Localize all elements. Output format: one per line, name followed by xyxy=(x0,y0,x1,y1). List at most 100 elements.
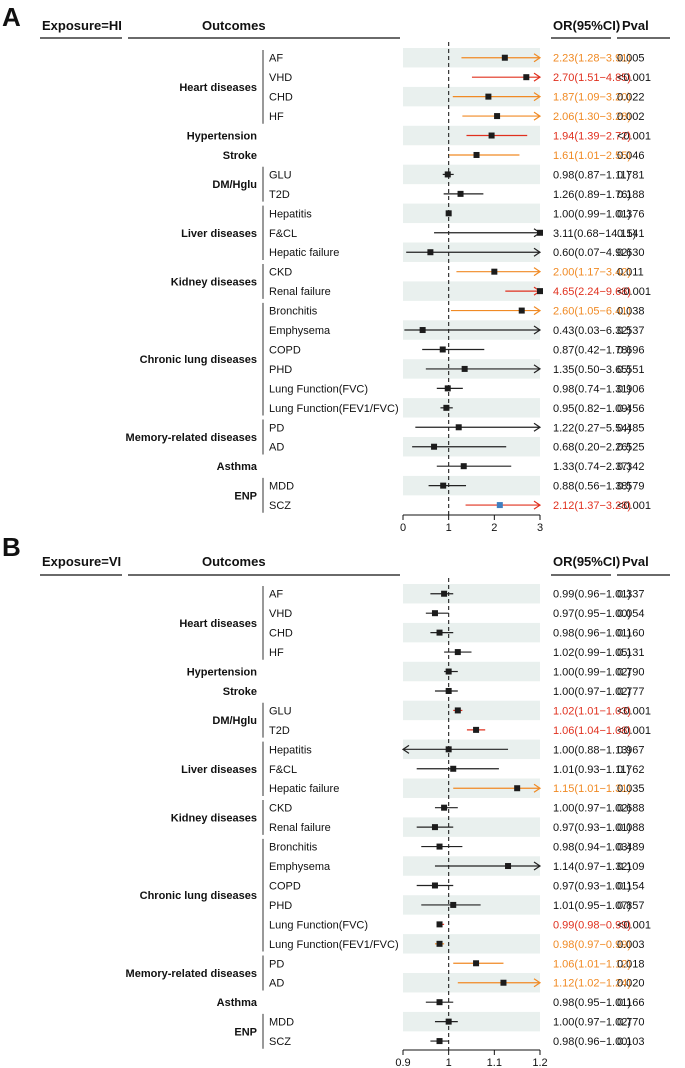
or-ci-value: 0.98(0.95−1.01) xyxy=(553,997,631,1009)
point-estimate xyxy=(501,54,508,61)
outcome-label: CHD xyxy=(269,92,293,104)
x-axis-tick-label: 2 xyxy=(491,522,497,534)
pval-value: 0.579 xyxy=(617,481,645,493)
or-ci-value: 0.43(0.03−6.32) xyxy=(553,325,631,337)
group-label: Memory-related diseases xyxy=(126,432,257,444)
or-ci-value: 1.00(0.97−1.02) xyxy=(553,686,631,698)
point-estimate xyxy=(500,979,507,986)
point-estimate xyxy=(436,1038,443,1045)
pval-value: 0.035 xyxy=(617,783,645,795)
or-ci-value: 0.88(0.56−1.38) xyxy=(553,481,631,493)
pval-value: 0.141 xyxy=(617,228,645,240)
pval-value: <0.001 xyxy=(617,286,651,298)
point-estimate xyxy=(518,307,525,314)
row-shading xyxy=(403,164,540,185)
pval-value: 0.537 xyxy=(617,325,645,337)
or-ci-value: 1.01(0.93−1.11) xyxy=(553,764,630,776)
point-estimate xyxy=(443,404,450,411)
or-ci-value: 1.12(1.02−1.24) xyxy=(553,978,631,990)
group-label: Kidney diseases xyxy=(171,276,257,288)
pval-value: 0.154 xyxy=(617,880,645,892)
outcome-label: AD xyxy=(269,978,284,990)
or-ci-value: 4.65(2.24−9.68) xyxy=(553,286,631,298)
panel-letter: A xyxy=(2,2,21,32)
point-estimate xyxy=(439,346,446,353)
point-estimate xyxy=(436,629,443,636)
row-shading xyxy=(403,1011,540,1032)
pval-value: 0.088 xyxy=(617,822,645,834)
group-label: DM/Hglu xyxy=(212,715,257,727)
or-ci-header: OR(95%CI) xyxy=(553,18,620,33)
group-label: Chronic lung diseases xyxy=(140,354,257,366)
group-label: Asthma xyxy=(217,997,258,1009)
pval-value: 0.967 xyxy=(617,744,645,756)
group-label: DM/Hglu xyxy=(212,179,257,191)
outcome-label: Hepatic failure xyxy=(269,247,339,259)
point-estimate xyxy=(436,921,443,928)
ci-arrow-right xyxy=(533,861,542,871)
point-estimate xyxy=(431,824,438,831)
outcome-label: F&CL xyxy=(269,764,297,776)
outcome-label: Hepatitis xyxy=(269,208,312,220)
point-estimate xyxy=(431,610,438,617)
point-estimate xyxy=(485,93,492,100)
pval-header: Pval xyxy=(622,554,649,569)
group-label: ENP xyxy=(234,490,257,502)
group-label: Asthma xyxy=(217,461,258,473)
pval-value: 0.906 xyxy=(617,383,645,395)
outcome-label: HF xyxy=(269,647,284,659)
ci-arrow-right xyxy=(533,53,542,63)
or-ci-value: 2.70(1.51−4.85) xyxy=(553,72,631,84)
ci-arrow-right xyxy=(533,978,542,988)
outcome-label: Lung Function(FVC) xyxy=(269,383,368,395)
or-ci-value: 1.02(0.99−1.05) xyxy=(553,647,631,659)
ci-arrow-right xyxy=(533,92,542,102)
or-ci-value: 0.60(0.07−4.92) xyxy=(553,247,631,259)
outcome-label: GLU xyxy=(269,169,292,181)
pval-value: 0.342 xyxy=(617,461,645,473)
point-estimate xyxy=(473,151,480,158)
x-axis-tick-label: 3 xyxy=(537,522,543,534)
row-shading xyxy=(403,622,540,643)
point-estimate xyxy=(454,649,461,656)
outcome-label: Renal failure xyxy=(269,822,331,834)
pval-value: 0.762 xyxy=(617,764,645,776)
pval-value: 0.456 xyxy=(617,403,645,415)
pval-value: 0.489 xyxy=(617,842,645,854)
point-estimate xyxy=(436,843,443,850)
point-estimate xyxy=(514,785,521,792)
pval-value: 0.551 xyxy=(617,364,645,376)
outcome-label: Lung Function(FEV1/FVC) xyxy=(269,939,399,951)
or-ci-value: 0.98(0.94−1.03) xyxy=(553,842,631,854)
or-ci-value: 1.26(0.89−1.76) xyxy=(553,189,631,201)
or-ci-value: 1.00(0.97−1.02) xyxy=(553,1017,631,1029)
or-ci-value: 0.97(0.93−1.01) xyxy=(553,822,631,834)
point-estimate xyxy=(445,746,452,753)
outcome-label: PHD xyxy=(269,900,292,912)
or-ci-value: 1.22(0.27−5.54) xyxy=(553,422,631,434)
pval-value: 0.005 xyxy=(617,53,645,65)
or-ci-value: 1.61(1.01−2.55) xyxy=(553,150,631,162)
ci-arrow-right xyxy=(533,325,542,335)
point-estimate xyxy=(431,443,438,450)
point-estimate xyxy=(441,804,448,811)
point-estimate xyxy=(445,668,452,675)
outcome-label: Emphysema xyxy=(269,861,331,873)
point-estimate xyxy=(427,249,434,256)
ci-arrow-right xyxy=(533,500,542,510)
point-estimate xyxy=(450,765,457,772)
or-ci-value: 1.01(0.95−1.07) xyxy=(553,900,631,912)
pval-value: 0.018 xyxy=(617,958,645,970)
or-ci-value: 1.00(0.97−1.02) xyxy=(553,803,631,815)
exposure-title: Exposure=HI xyxy=(42,18,122,33)
outcome-label: Lung Function(FVC) xyxy=(269,919,368,931)
ci-arrow-right xyxy=(533,247,542,257)
outcome-label: SCZ xyxy=(269,500,291,512)
point-estimate xyxy=(445,687,452,694)
pval-value: 0.131 xyxy=(617,647,645,659)
point-estimate xyxy=(523,74,530,81)
point-estimate xyxy=(455,424,462,431)
point-estimate xyxy=(441,590,448,597)
or-ci-value: 1.14(0.97−1.32) xyxy=(553,861,631,873)
